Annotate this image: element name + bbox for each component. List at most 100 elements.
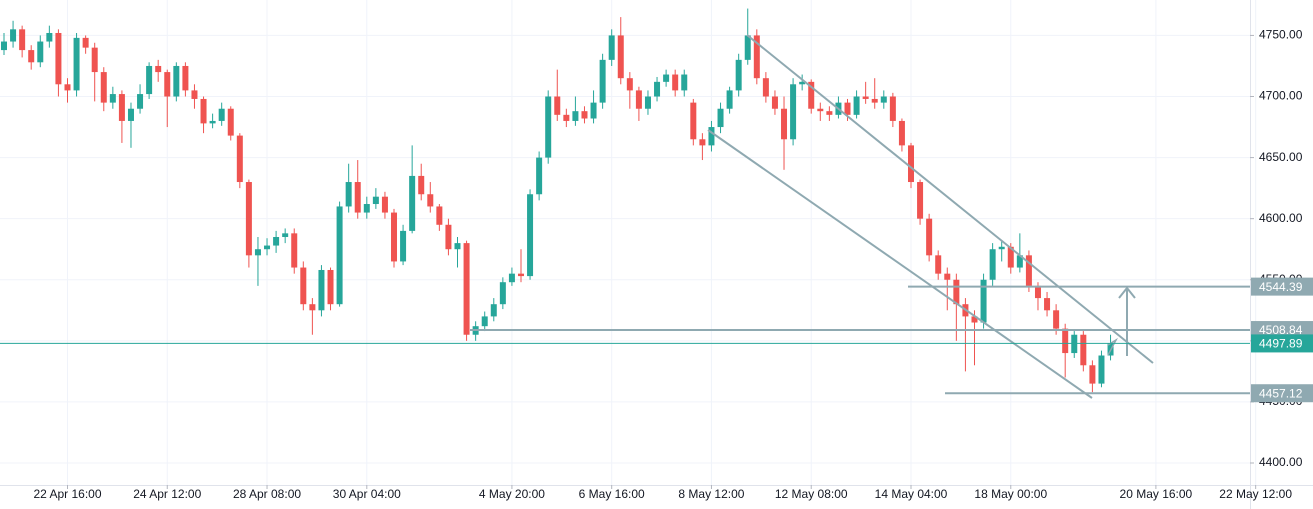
candle-body <box>826 111 833 115</box>
candle-body <box>681 74 688 91</box>
candle-body <box>273 237 280 246</box>
candle-body <box>626 78 633 91</box>
candle-body <box>599 59 606 103</box>
candle-body <box>853 96 860 115</box>
candle-body <box>28 50 35 63</box>
candle-body <box>635 90 642 109</box>
candle-body <box>871 98 878 103</box>
candle-body <box>654 81 661 97</box>
candle-body <box>463 243 470 335</box>
candle-body <box>37 41 44 63</box>
candle-body <box>391 212 398 262</box>
candle-body <box>445 224 452 250</box>
candle-body <box>91 47 98 73</box>
y-tick-label: 4700.00 <box>1259 89 1303 103</box>
drawings <box>707 34 1154 399</box>
candle-body <box>699 139 706 146</box>
x-tick-label: 30 Apr 04:00 <box>333 487 401 501</box>
candle-body <box>336 206 343 305</box>
candle-body <box>781 108 788 140</box>
candle-body <box>672 74 679 91</box>
x-tick-label: 6 May 16:00 <box>579 487 645 501</box>
x-tick-label: 22 May 12:00 <box>1219 487 1292 501</box>
candle-body <box>527 194 534 277</box>
candle-body <box>481 316 488 327</box>
y-tick-label: 4600.00 <box>1259 211 1303 225</box>
candle-body <box>508 273 515 283</box>
candle-body <box>1025 255 1032 286</box>
candle-body <box>953 279 960 305</box>
candle-body <box>155 65 162 73</box>
candle-body <box>989 249 996 280</box>
channel-upper <box>746 34 1154 364</box>
candle-body <box>418 175 425 195</box>
candle-body <box>345 182 352 207</box>
candle-body <box>436 206 443 225</box>
candle-body <box>517 273 524 277</box>
candle-body <box>209 120 216 124</box>
candle-body <box>944 273 951 280</box>
candle-body <box>490 304 497 317</box>
level-label: 4457.12 <box>1259 386 1303 400</box>
candle-body <box>200 98 207 124</box>
candle-body <box>880 96 887 103</box>
candle-body <box>109 94 116 103</box>
levels <box>0 285 1250 395</box>
candle-body <box>862 96 869 99</box>
candle-body <box>55 32 62 85</box>
candle-body <box>19 29 26 51</box>
candle-body <box>164 72 171 97</box>
candle-body <box>663 74 670 82</box>
candle-body <box>400 230 407 262</box>
x-tick-label: 28 Apr 08:00 <box>233 487 301 501</box>
candle-body <box>1080 334 1087 366</box>
candle-body <box>1034 285 1041 299</box>
candle-body <box>82 37 89 48</box>
y-tick-label: 4400.00 <box>1259 455 1303 469</box>
candle-body <box>590 102 597 119</box>
candle-body <box>427 194 434 207</box>
level-label: 4508.84 <box>1259 323 1303 337</box>
candle-body <box>935 255 942 274</box>
candle-body <box>644 96 651 109</box>
candle-body <box>536 157 543 195</box>
candle-body <box>1016 255 1023 268</box>
x-tick-label: 4 May 20:00 <box>479 487 545 501</box>
candle-body <box>363 204 370 213</box>
candle-body <box>100 72 107 103</box>
candle-body <box>790 84 797 140</box>
candle-body <box>73 37 80 91</box>
candle-body <box>554 96 561 115</box>
candle-body <box>844 102 851 115</box>
candle-body <box>318 269 325 311</box>
x-tick-label: 24 Apr 12:00 <box>133 487 201 501</box>
candle-body <box>264 245 271 250</box>
x-tick-label: 12 May 08:00 <box>775 487 848 501</box>
x-tick-label: 8 May 12:00 <box>678 487 744 501</box>
candle-body <box>771 96 778 109</box>
candle-body <box>282 233 289 238</box>
candle-body <box>908 145 914 183</box>
candle-body <box>182 65 189 91</box>
candle-body <box>118 94 125 121</box>
candle-body <box>300 267 307 305</box>
candle-body <box>545 96 552 158</box>
candle-body <box>327 269 334 305</box>
candle-body <box>690 102 697 140</box>
candle-body <box>1062 328 1069 354</box>
candles <box>1 8 1114 393</box>
candle-body <box>1089 365 1096 384</box>
arrow-head <box>1118 286 1136 299</box>
candle-body <box>708 127 715 146</box>
y-tick-label: 4750.00 <box>1259 28 1303 42</box>
candle-body <box>10 29 17 42</box>
candle-body <box>254 249 261 256</box>
last-price-badge <box>1251 334 1313 353</box>
candle-body <box>1044 298 1051 311</box>
candle-body <box>726 90 733 109</box>
candle-body <box>917 182 924 219</box>
candle-body <box>980 279 987 323</box>
candle-body <box>608 35 615 60</box>
candle-body <box>563 114 570 121</box>
